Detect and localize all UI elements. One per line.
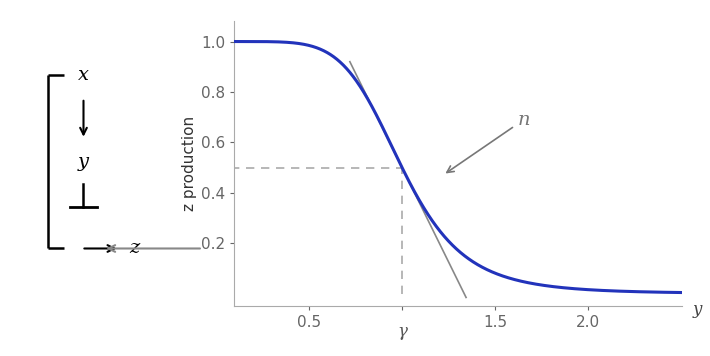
Text: y: y	[693, 302, 702, 318]
Text: n: n	[447, 111, 530, 172]
Text: z: z	[129, 240, 139, 257]
Text: γ: γ	[397, 323, 407, 340]
Text: y: y	[78, 153, 89, 171]
Text: x: x	[78, 67, 89, 84]
Y-axis label: z production: z production	[182, 116, 197, 211]
